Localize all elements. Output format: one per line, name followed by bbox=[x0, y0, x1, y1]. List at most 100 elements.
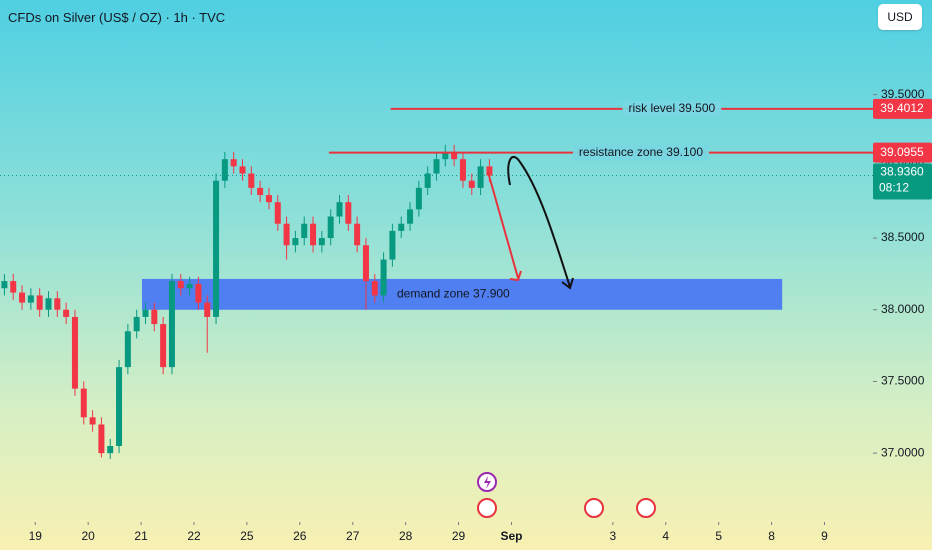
candle-body bbox=[71, 316, 78, 389]
price-badge bbox=[873, 163, 932, 200]
x-tick-label: 9 bbox=[821, 529, 828, 543]
candle-body bbox=[433, 159, 440, 174]
x-tick-label: 25 bbox=[240, 529, 254, 543]
event-icon[interactable] bbox=[584, 498, 604, 518]
candle-body bbox=[54, 298, 61, 310]
candle-body bbox=[459, 159, 466, 181]
x-tick-label: 5 bbox=[715, 529, 722, 543]
candle-body bbox=[204, 302, 211, 317]
x-tick-label: 22 bbox=[187, 529, 201, 543]
x-tick-label: 28 bbox=[399, 529, 413, 543]
annotation-arrows bbox=[487, 156, 574, 290]
candle-body bbox=[362, 245, 369, 282]
red-arrow bbox=[487, 171, 519, 279]
level-label-bg bbox=[622, 100, 722, 117]
candle-body bbox=[124, 331, 131, 368]
event-icon[interactable] bbox=[477, 498, 497, 518]
black-arrow-head bbox=[561, 277, 574, 290]
y-tick-label: 37.5000 bbox=[881, 374, 925, 388]
candle-body bbox=[301, 223, 308, 239]
countdown-label: 08:12 bbox=[879, 181, 909, 195]
candle-body bbox=[221, 159, 228, 181]
level-label: resistance zone 39.100 bbox=[579, 145, 703, 159]
candle-body bbox=[407, 209, 414, 224]
price-badge bbox=[873, 98, 932, 119]
candle-body bbox=[477, 166, 484, 188]
level-label: risk level 39.500 bbox=[628, 101, 715, 115]
candle-body bbox=[371, 281, 378, 296]
x-tick-label: 29 bbox=[452, 529, 466, 543]
candle-body bbox=[80, 388, 87, 418]
candle-body bbox=[195, 283, 202, 303]
candle-body bbox=[151, 309, 158, 325]
candle-body bbox=[274, 202, 281, 224]
x-tick-label: 4 bbox=[662, 529, 669, 543]
candle-body bbox=[389, 230, 396, 260]
currency-button[interactable]: USD bbox=[878, 4, 922, 30]
candle-body bbox=[160, 324, 167, 368]
level-label-bg bbox=[572, 144, 710, 161]
candle-body bbox=[486, 166, 493, 176]
candle-body bbox=[36, 295, 43, 310]
candle-body bbox=[468, 180, 475, 188]
candle-body bbox=[45, 298, 52, 310]
candle-body bbox=[10, 281, 17, 293]
candle-body bbox=[424, 173, 431, 188]
x-tick-label: 19 bbox=[29, 529, 43, 543]
candle-body bbox=[177, 281, 184, 289]
price-badge-label: 39.4012 bbox=[880, 101, 924, 115]
x-tick-label: 8 bbox=[768, 529, 775, 543]
candle-body bbox=[380, 259, 387, 296]
candle-body bbox=[116, 367, 123, 446]
candle-body bbox=[283, 223, 290, 246]
event-icons bbox=[477, 472, 656, 518]
candle-body bbox=[27, 295, 34, 303]
black-arrow bbox=[507, 156, 571, 288]
candle-body bbox=[239, 166, 246, 174]
candle-body bbox=[265, 195, 272, 203]
x-tick-label: 27 bbox=[346, 529, 360, 543]
demand-zone bbox=[141, 278, 783, 310]
y-tick-label: 38.0000 bbox=[881, 302, 925, 316]
candle-body bbox=[257, 187, 264, 196]
x-tick-label: 20 bbox=[82, 529, 96, 543]
candle-body bbox=[98, 424, 105, 454]
candle-body bbox=[89, 417, 96, 425]
x-tick-label: 26 bbox=[293, 529, 307, 543]
candle-body bbox=[1, 281, 8, 289]
y-tick-label: 38.5000 bbox=[881, 230, 925, 244]
candle-body bbox=[107, 445, 114, 454]
chart-title: CFDs on Silver (US$ / OZ) · 1h · TVC bbox=[8, 10, 226, 25]
candle-body bbox=[451, 152, 458, 160]
candle-body bbox=[327, 216, 334, 239]
y-tick-label: 39.5000 bbox=[881, 87, 925, 101]
x-tick-label: 21 bbox=[134, 529, 148, 543]
candle-body bbox=[292, 238, 299, 246]
x-tick-label: 3 bbox=[610, 529, 617, 543]
candle-body bbox=[336, 202, 343, 217]
candle-body bbox=[354, 223, 361, 246]
candle-body bbox=[345, 202, 352, 224]
x-tick-label: Sep bbox=[500, 529, 522, 543]
y-tick-label: 37.0000 bbox=[881, 445, 925, 459]
candle-body bbox=[19, 292, 26, 303]
event-icon[interactable] bbox=[636, 498, 656, 518]
candle-body bbox=[442, 152, 449, 160]
price-badge-label: 38.9360 bbox=[880, 165, 924, 179]
candle-body bbox=[213, 180, 220, 317]
candle-body bbox=[168, 281, 175, 368]
candle-body bbox=[248, 173, 255, 188]
candle-body bbox=[186, 283, 193, 289]
plot: 39.500039.000038.500038.000037.500037.00… bbox=[0, 87, 932, 543]
candle-body bbox=[318, 238, 325, 246]
zone-label: demand zone 37.900 bbox=[397, 287, 510, 301]
candle-body bbox=[398, 223, 405, 231]
price-badge-label: 39.0955 bbox=[880, 145, 924, 159]
event-icon-bolt bbox=[484, 476, 491, 489]
candle-body bbox=[142, 309, 149, 317]
candle-body bbox=[63, 309, 70, 317]
candle-body bbox=[415, 187, 422, 210]
price-badge bbox=[873, 142, 932, 163]
